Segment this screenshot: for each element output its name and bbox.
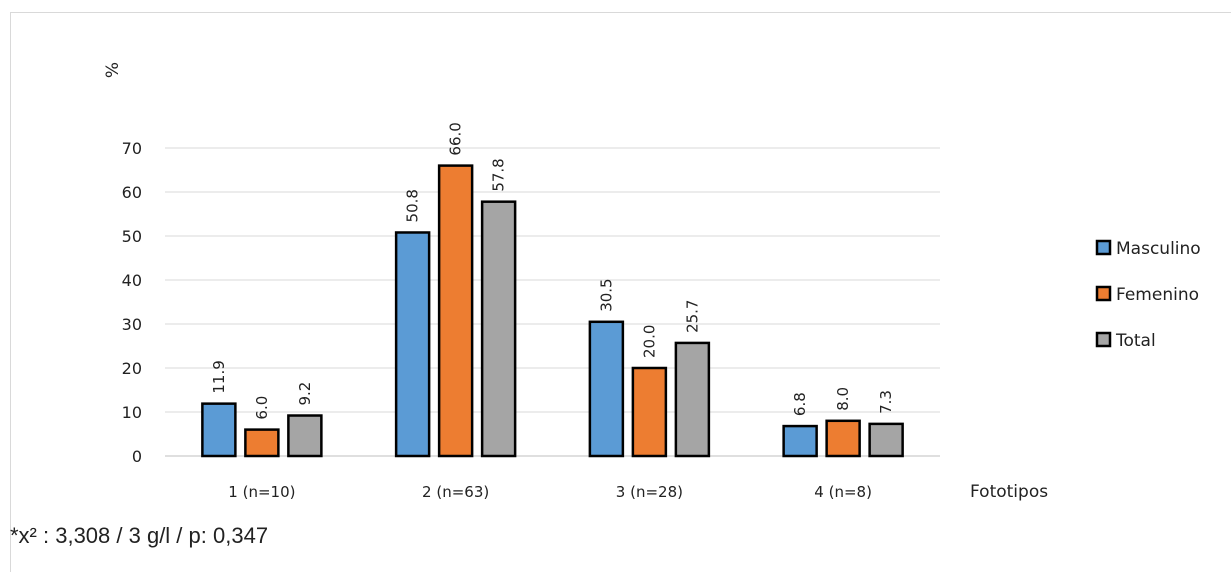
x-axis-title: Fototipos <box>970 482 1048 502</box>
data-label: 20.0 <box>640 325 658 358</box>
bar-femenino-3 <box>631 366 668 458</box>
bar-total-1 <box>287 414 323 458</box>
data-label: 30.5 <box>597 278 615 311</box>
y-tick-label: 0 <box>132 447 142 466</box>
bar-total-2 <box>480 200 517 458</box>
y-tick-label: 40 <box>122 271 142 290</box>
y-tick-label: 70 <box>122 139 142 158</box>
bar-femenino-2 <box>437 164 474 458</box>
data-label: 57.8 <box>490 158 508 191</box>
data-labels: 11.9 6.0 9.2 50.8 66.0 57.8 30.5 20.0 25.7 6.8 8.0… <box>210 122 895 419</box>
legend-label-femenino: Femenino <box>1116 285 1199 305</box>
data-label: 50.8 <box>404 189 422 222</box>
data-label: 25.7 <box>683 300 701 333</box>
data-label: 66.0 <box>447 122 465 155</box>
x-category-label: 1 (n=10) <box>228 483 295 501</box>
legend-swatch-total <box>1095 331 1112 348</box>
data-label: 11.9 <box>210 360 228 393</box>
chart-frame <box>10 12 1231 572</box>
x-category-label: 4 (n=8) <box>814 483 872 501</box>
bar-total-3 <box>674 341 711 458</box>
y-tick-label: 20 <box>122 359 142 378</box>
x-category-label: 2 (n=63) <box>422 483 489 501</box>
chi-square-footnote: *x² : 3,308 / 3 g/l / p: 0,347 <box>10 523 269 548</box>
data-label: 6.0 <box>253 396 271 420</box>
y-tick-label: 30 <box>122 315 142 334</box>
legend-swatch-masculino <box>1095 239 1112 256</box>
bar-masculino-4 <box>782 424 818 458</box>
legend-label-masculino: Masculino <box>1116 239 1201 259</box>
bar-masculino-3 <box>588 320 625 458</box>
bar-masculino-1 <box>201 402 237 458</box>
data-label: 6.8 <box>791 392 809 416</box>
bar-total-4 <box>868 422 904 458</box>
legend: Masculino Femenino Total <box>1095 239 1201 351</box>
y-tick-label: 60 <box>122 183 142 202</box>
bar-femenino-4 <box>825 419 861 458</box>
y-tick-label: 10 <box>122 403 142 422</box>
bar-masculino-2 <box>394 231 431 458</box>
y-axis-ticks: 0 10 20 30 40 50 60 70 <box>122 139 142 466</box>
bar-femenino-1 <box>244 428 280 458</box>
gridlines <box>165 147 940 457</box>
data-label: 7.3 <box>877 390 895 414</box>
data-label: 9.2 <box>296 382 314 406</box>
x-category-label: 3 (n=28) <box>616 483 683 501</box>
bars <box>201 164 904 458</box>
y-axis-title: % <box>103 62 123 78</box>
y-tick-label: 50 <box>122 227 142 246</box>
legend-label-total: Total <box>1115 331 1156 351</box>
category-labels: 1 (n=10) 2 (n=63) 3 (n=28) 4 (n=8) <box>228 483 872 501</box>
legend-swatch-femenino <box>1095 285 1112 302</box>
bar-chart: 0 10 20 30 40 50 60 70 11.9 6.0 9.2 50.8 66.0 57.8 30… <box>103 62 1201 502</box>
data-label: 8.0 <box>834 387 852 411</box>
